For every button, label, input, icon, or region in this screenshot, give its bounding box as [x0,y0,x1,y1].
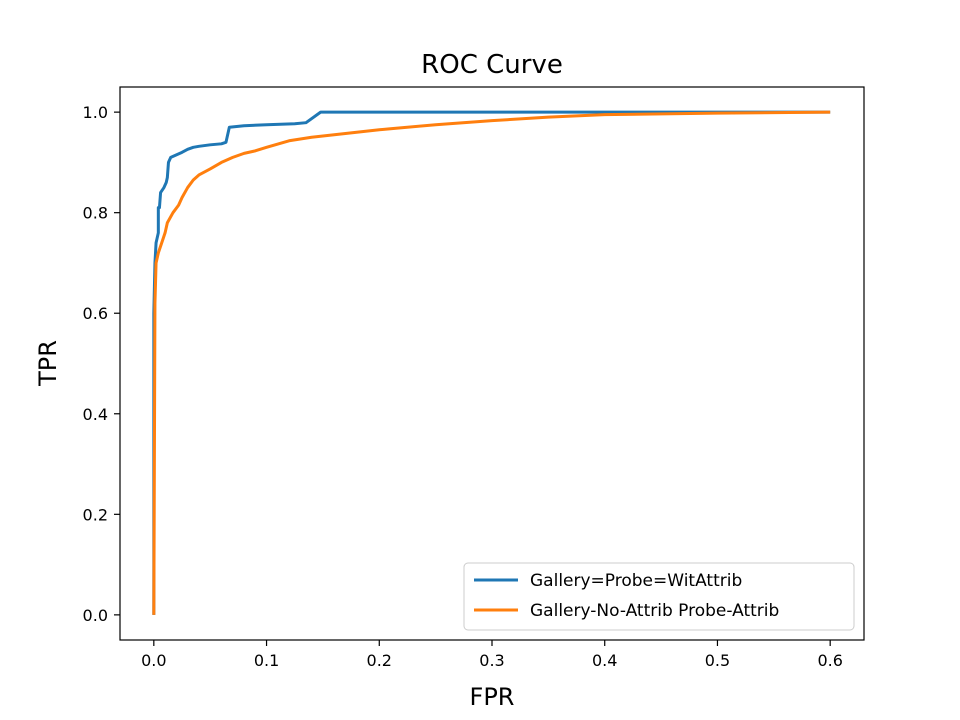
y-tick-label: 0.2 [83,505,108,524]
y-axis: 0.0 0.2 0.4 0.6 0.8 1.0 [83,103,120,625]
x-tick-label: 0.5 [705,651,730,670]
y-tick-label: 0.6 [83,304,108,323]
x-axis-label: FPR [470,683,515,711]
legend-box [463,562,855,631]
legend: Gallery=Probe=WitAttrib Gallery-No-Attrib… [463,562,855,631]
plot-area [120,87,864,640]
series-layer [152,110,831,615]
y-tick-label: 0.0 [83,606,108,625]
y-tick-label: 0.4 [83,405,108,424]
x-tick-label: 0.1 [254,651,279,670]
series-line-2 [152,110,831,615]
chart-title: ROC Curve [421,50,563,80]
series-line-1 [152,110,831,615]
x-tick-label: 0.0 [141,651,166,670]
x-axis: 0.0 0.1 0.2 0.3 0.4 0.5 0.6 [141,640,843,670]
y-axis-label: TPR [34,340,62,387]
y-tick-label: 1.0 [83,103,108,122]
legend-label-2: Gallery-No-Attrib Probe-Attrib [530,601,779,621]
x-tick-label: 0.4 [592,651,617,670]
x-tick-label: 0.6 [817,651,842,670]
x-tick-label: 0.3 [479,651,504,670]
legend-label-1: Gallery=Probe=WitAttrib [530,571,742,591]
y-tick-label: 0.8 [83,204,108,223]
x-tick-label: 0.2 [367,651,392,670]
